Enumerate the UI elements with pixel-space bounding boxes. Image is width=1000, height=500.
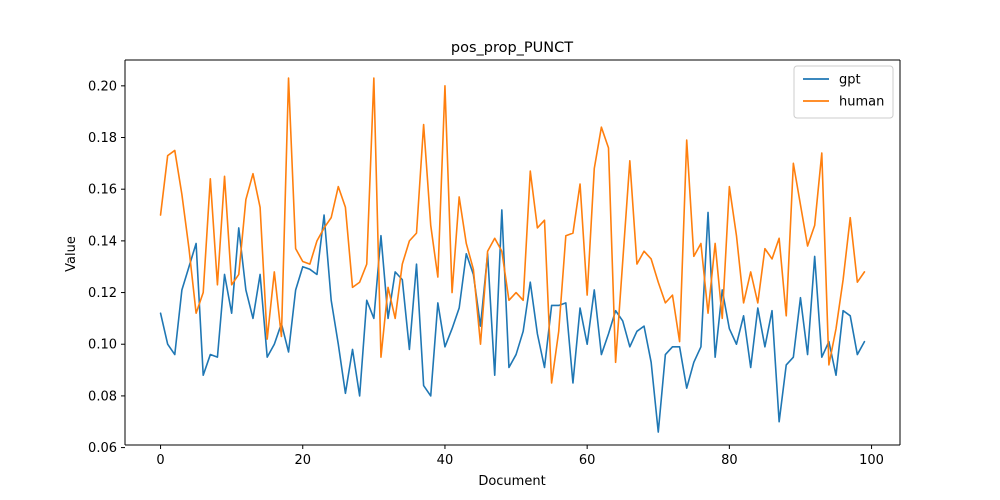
legend-label-gpt: gpt <box>839 73 861 88</box>
x-tick-label: 60 <box>579 453 596 468</box>
chart-title: pos_prop_PUNCT <box>451 40 573 56</box>
x-tick-label: 20 <box>294 453 311 468</box>
y-tick-label: 0.16 <box>88 183 117 198</box>
series-line-gpt <box>159 209 866 433</box>
series-line-human <box>159 77 866 384</box>
legend-label-human: human <box>839 95 884 110</box>
legend: gpt human <box>793 65 894 119</box>
plot-area <box>125 60 900 445</box>
y-tick-label: 0.08 <box>88 389 117 404</box>
x-tick-label: 80 <box>721 453 738 468</box>
y-tick-label: 0.20 <box>88 79 117 94</box>
y-axis-title: Value <box>64 236 79 272</box>
y-tick-label: 0.06 <box>88 441 117 456</box>
axes-layer: 0 20 40 60 80 100 0.06 0.08 0.10 0.12 0.14 0.16 0.18… <box>88 59 901 468</box>
y-tick-label: 0.14 <box>88 234 117 249</box>
y-tick-label: 0.12 <box>88 286 117 301</box>
y-tick-label: 0.10 <box>88 338 117 353</box>
x-tick-label: 100 <box>859 453 884 468</box>
x-tick-label: 40 <box>437 453 454 468</box>
y-tick-label: 0.18 <box>88 131 117 146</box>
series-layer <box>159 77 866 433</box>
plot-background <box>125 60 900 445</box>
x-tick-label: 0 <box>156 453 164 468</box>
x-axis-title: Document <box>478 474 545 489</box>
